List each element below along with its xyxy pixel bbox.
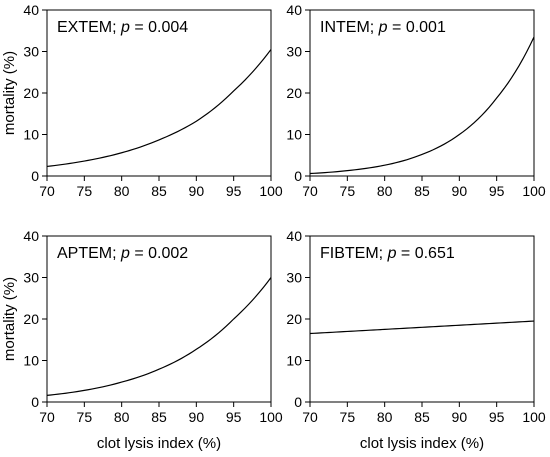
y-tick-label: 30: [23, 270, 39, 286]
y-tick-label: 0: [31, 168, 39, 184]
x-tick-label: 100: [522, 409, 546, 425]
x-tick-label: 100: [259, 183, 283, 199]
x-tick-label: 85: [414, 409, 430, 425]
panel-title-p-symbol: p: [120, 19, 130, 36]
x-axis-title: clot lysis index (%): [97, 435, 221, 452]
panel-title: EXTEM; p = 0.004: [57, 19, 188, 36]
x-tick-label: 70: [39, 409, 55, 425]
panel-title-p-symbol: p: [378, 19, 388, 36]
chart-panel-1: 70 75 80 85 90 95 100 0 10 20 30 40 EXTEM; p = 0.004…: [1, 2, 283, 199]
series-line: [46, 49, 272, 168]
y-tick-label: 0: [294, 168, 302, 184]
x-tick-label: 70: [302, 409, 318, 425]
y-tick-label: 10: [286, 127, 302, 143]
x-tick-label: 80: [114, 183, 130, 199]
x-tick-label: 90: [189, 409, 205, 425]
panel-title-prefix: FIBTEM;: [320, 245, 388, 262]
x-tick-label: 80: [377, 409, 393, 425]
y-axis-title: mortality (%): [1, 277, 18, 361]
panel-title: INTEM; p = 0.001: [320, 19, 446, 36]
y-tick-label: 20: [286, 85, 302, 101]
panel-title-p-value: = 0.002: [130, 245, 188, 262]
x-tick-label: 80: [114, 409, 130, 425]
panel-title-prefix: EXTEM;: [57, 19, 121, 36]
y-tick-label: 0: [294, 394, 302, 410]
chart-panel-2: 70 75 80 85 90 95 100 0 10 20 30 40 INTEM; p = 0.001: [286, 2, 545, 199]
x-tick-label: 100: [259, 409, 283, 425]
x-tick-label: 95: [226, 409, 242, 425]
panel-title-p-value: = 0.004: [130, 19, 188, 36]
series-line: [46, 277, 272, 396]
y-tick-label: 40: [286, 2, 302, 18]
x-tick-label: 75: [340, 409, 356, 425]
x-tick-label: 85: [151, 183, 167, 199]
y-tick-label: 30: [286, 270, 302, 286]
x-tick-label: 85: [414, 183, 430, 199]
x-tick-label: 95: [489, 409, 505, 425]
x-tick-label: 90: [452, 183, 468, 199]
panel-title-p-value: = 0.651: [396, 245, 454, 262]
y-tick-label: 0: [31, 394, 39, 410]
y-tick-label: 30: [23, 44, 39, 60]
x-tick-label: 70: [302, 183, 318, 199]
y-tick-label: 40: [286, 228, 302, 244]
series-line: [309, 320, 535, 335]
y-tick-label: 40: [23, 228, 39, 244]
y-tick-label: 20: [23, 85, 39, 101]
y-tick-label: 10: [23, 127, 39, 143]
y-axis-title: mortality (%): [1, 51, 18, 135]
x-tick-label: 70: [39, 183, 55, 199]
y-tick-label: 20: [23, 311, 39, 327]
x-tick-label: 80: [377, 183, 393, 199]
x-tick-label: 75: [77, 409, 93, 425]
panel-title-p-symbol: p: [387, 245, 397, 262]
chart-panel-3: 70 75 80 85 90 95 100 0 10 20 30 40 APTEM; p = 0.002…: [1, 228, 283, 452]
chart-panel-4: 70 75 80 85 90 95 100 0 10 20 30 40 FIBTEM; p = 0.65…: [286, 228, 545, 452]
y-tick-label: 10: [23, 353, 39, 369]
x-tick-label: 85: [151, 409, 167, 425]
x-tick-label: 90: [189, 183, 205, 199]
panel-title-p-value: = 0.001: [388, 19, 446, 36]
x-tick-label: 90: [452, 409, 468, 425]
series-line: [309, 36, 535, 175]
panel-title: FIBTEM; p = 0.651: [320, 245, 455, 262]
panel-title: APTEM; p = 0.002: [57, 245, 188, 262]
panel-title-p-symbol: p: [120, 245, 130, 262]
y-tick-label: 40: [23, 2, 39, 18]
x-tick-label: 75: [340, 183, 356, 199]
panel-title-prefix: APTEM;: [57, 245, 121, 262]
x-tick-label: 95: [489, 183, 505, 199]
x-tick-label: 95: [226, 183, 242, 199]
y-tick-label: 20: [286, 311, 302, 327]
x-axis-title: clot lysis index (%): [360, 435, 484, 452]
x-tick-label: 100: [522, 183, 546, 199]
x-tick-label: 75: [77, 183, 93, 199]
y-tick-label: 10: [286, 353, 302, 369]
panel-title-prefix: INTEM;: [320, 19, 379, 36]
y-tick-label: 30: [286, 44, 302, 60]
